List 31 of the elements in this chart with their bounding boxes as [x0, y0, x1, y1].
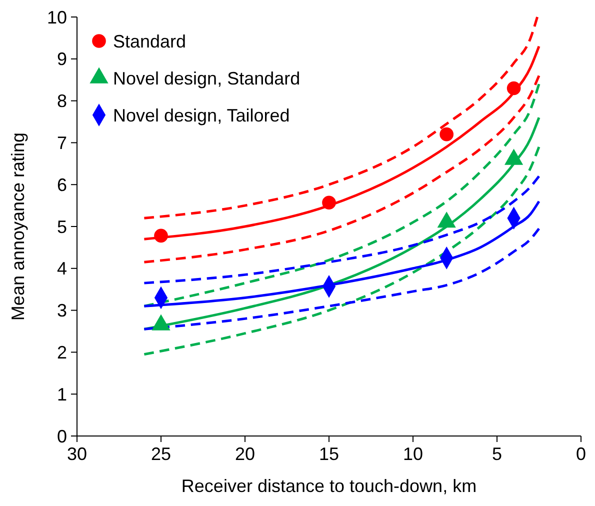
x-tick-label: 30 — [66, 444, 88, 464]
point — [322, 196, 336, 210]
legend-label: Novel design, Tailored — [113, 105, 290, 126]
x-tick-label: 15 — [318, 444, 340, 464]
line-series — [142, 200, 540, 308]
line-series — [142, 174, 540, 284]
line-series — [142, 227, 540, 330]
y-axis-title: Mean annoyance rating — [8, 132, 28, 321]
point — [506, 81, 521, 96]
y-tick-label: 8 — [56, 91, 67, 112]
y-tick-label: 7 — [56, 133, 67, 153]
y-tick-label: 2 — [56, 342, 67, 362]
x-axis-title: Receiver distance to touch-down, km — [181, 476, 477, 496]
point — [440, 127, 454, 142]
legend-label: Standard — [113, 31, 186, 52]
line-series — [142, 146, 540, 356]
point — [154, 228, 168, 243]
y-tick-label: 1 — [56, 384, 67, 404]
legend-label: Novel design, Standard — [113, 68, 300, 88]
x-tick-label: 5 — [492, 444, 502, 464]
y-tick-label: 4 — [56, 258, 67, 279]
x-tick-label: 20 — [234, 444, 256, 464]
y-tick-label: 6 — [56, 174, 67, 195]
x-tick-label: 0 — [576, 444, 586, 464]
y-tick-label: 0 — [56, 426, 67, 446]
y-tick-label: 9 — [56, 49, 67, 70]
y-tick-label: 3 — [56, 300, 67, 321]
x-tick-label: 10 — [402, 444, 424, 464]
y-tick-label: 10 — [46, 7, 67, 28]
x-tick-label: 25 — [150, 444, 172, 464]
y-tick-label: 5 — [56, 216, 67, 237]
